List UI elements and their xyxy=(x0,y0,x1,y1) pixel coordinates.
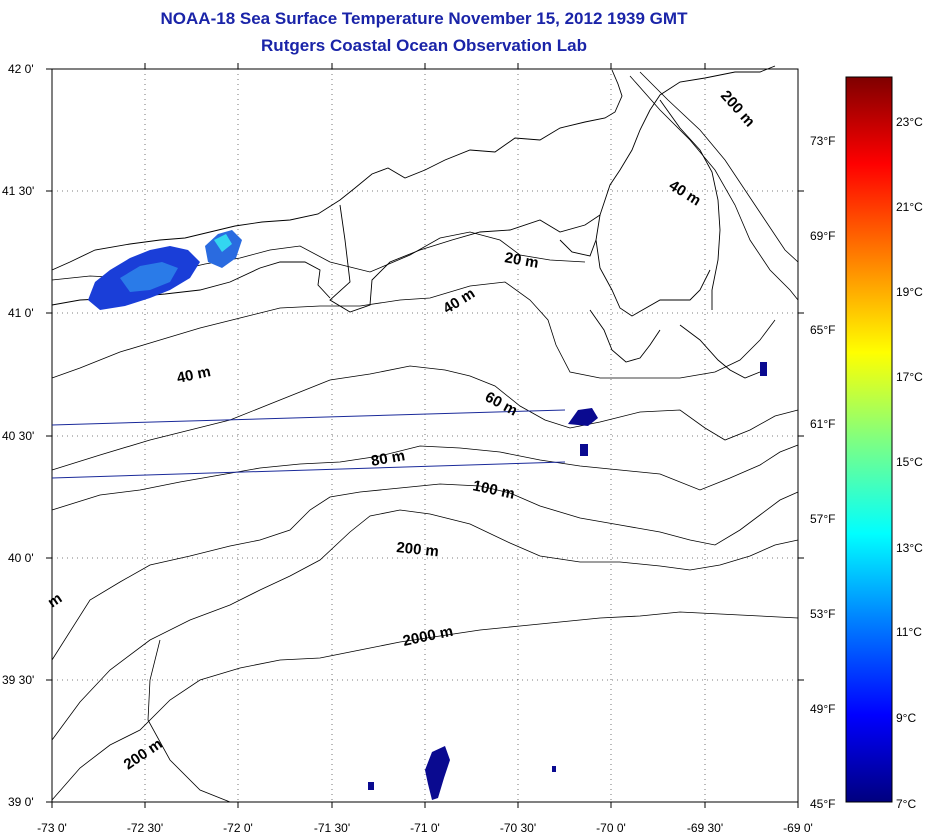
map-subtitle: Rutgers Coastal Ocean Observation Lab xyxy=(261,36,587,55)
latitude-labels: 42 0' 41 30' 41 0' 40 30' 40 0' 39 30' 3… xyxy=(2,62,34,809)
colorbar xyxy=(845,76,893,803)
lat-label: 41 30' xyxy=(2,184,34,198)
fahrenheit-label: 69°F xyxy=(810,229,835,243)
fahrenheit-label: 65°F xyxy=(810,323,835,337)
depth-label: m xyxy=(45,590,66,612)
map-title: NOAA-18 Sea Surface Temperature November… xyxy=(160,9,688,28)
celsius-label: 21°C xyxy=(896,200,923,214)
depth-label: 200 m xyxy=(717,87,758,130)
celsius-label: 9°C xyxy=(896,711,916,725)
fahrenheit-labels: 73°F 69°F 65°F 61°F 57°F 53°F 49°F 45°F xyxy=(810,134,835,811)
sst-patches xyxy=(88,230,767,800)
contour-80m xyxy=(51,444,799,511)
coastline xyxy=(51,65,776,379)
fahrenheit-label: 57°F xyxy=(810,512,835,526)
depth-label: 80 m xyxy=(370,447,407,470)
lon-label: -73 0' xyxy=(37,821,67,835)
celsius-label: 11°C xyxy=(896,625,922,639)
contour-60m xyxy=(51,365,799,471)
fahrenheit-label: 53°F xyxy=(810,607,835,621)
fahrenheit-label: 73°F xyxy=(810,134,835,148)
celsius-label: 19°C xyxy=(896,285,923,299)
map-frame xyxy=(51,68,799,803)
lat-label: 41 0' xyxy=(8,306,34,320)
lat-label: 42 0' xyxy=(8,62,34,76)
contour-100m xyxy=(51,483,799,661)
lat-label: 40 30' xyxy=(2,429,34,443)
depth-label: 100 m xyxy=(471,477,516,502)
depth-label: 60 m xyxy=(482,389,520,420)
depth-label: 40 m xyxy=(440,285,478,318)
longitude-labels: -73 0' -72 30' -72 0' -71 30' -71 0' -70… xyxy=(37,821,813,835)
lon-label: -72 30' xyxy=(127,821,163,835)
lon-label: -70 0' xyxy=(596,821,626,835)
lon-label: -70 30' xyxy=(500,821,536,835)
lon-label: -71 30' xyxy=(314,821,350,835)
fahrenheit-label: 45°F xyxy=(810,797,835,811)
fahrenheit-label: 61°F xyxy=(810,417,835,431)
contour-2000m xyxy=(51,611,799,801)
depth-label: 20 m xyxy=(503,249,540,272)
fahrenheit-label: 49°F xyxy=(810,702,835,716)
depth-labels: 20 m 40 m 40 m 40 m 60 m 80 m 100 m 200 … xyxy=(45,87,758,773)
celsius-label: 17°C xyxy=(896,370,923,384)
grid-lines xyxy=(52,69,798,802)
contour-40m xyxy=(51,281,776,379)
depth-contours xyxy=(51,71,799,803)
track-lines xyxy=(51,409,566,479)
lat-label: 39 30' xyxy=(2,673,34,687)
lat-label: 40 0' xyxy=(8,551,34,565)
depth-label: 40 m xyxy=(175,363,212,387)
celsius-labels: 23°C 21°C 19°C 17°C 15°C 13°C 11°C 9°C 7… xyxy=(896,115,923,811)
depth-label: 2000 m xyxy=(401,623,454,650)
lon-label: -71 0' xyxy=(410,821,440,835)
lat-label: 39 0' xyxy=(8,795,34,809)
depth-label: 200 m xyxy=(396,539,440,560)
tick-marks xyxy=(46,63,804,808)
depth-label: 200 m xyxy=(121,735,166,773)
celsius-label: 13°C xyxy=(896,541,923,555)
lon-label: -72 0' xyxy=(223,821,253,835)
lon-label: -69 30' xyxy=(687,821,723,835)
lon-label: -69 0' xyxy=(783,821,813,835)
celsius-label: 7°C xyxy=(896,797,916,811)
contour-200m xyxy=(51,509,799,741)
celsius-label: 15°C xyxy=(896,455,923,469)
depth-label: 40 m xyxy=(666,177,704,210)
celsius-label: 23°C xyxy=(896,115,923,129)
